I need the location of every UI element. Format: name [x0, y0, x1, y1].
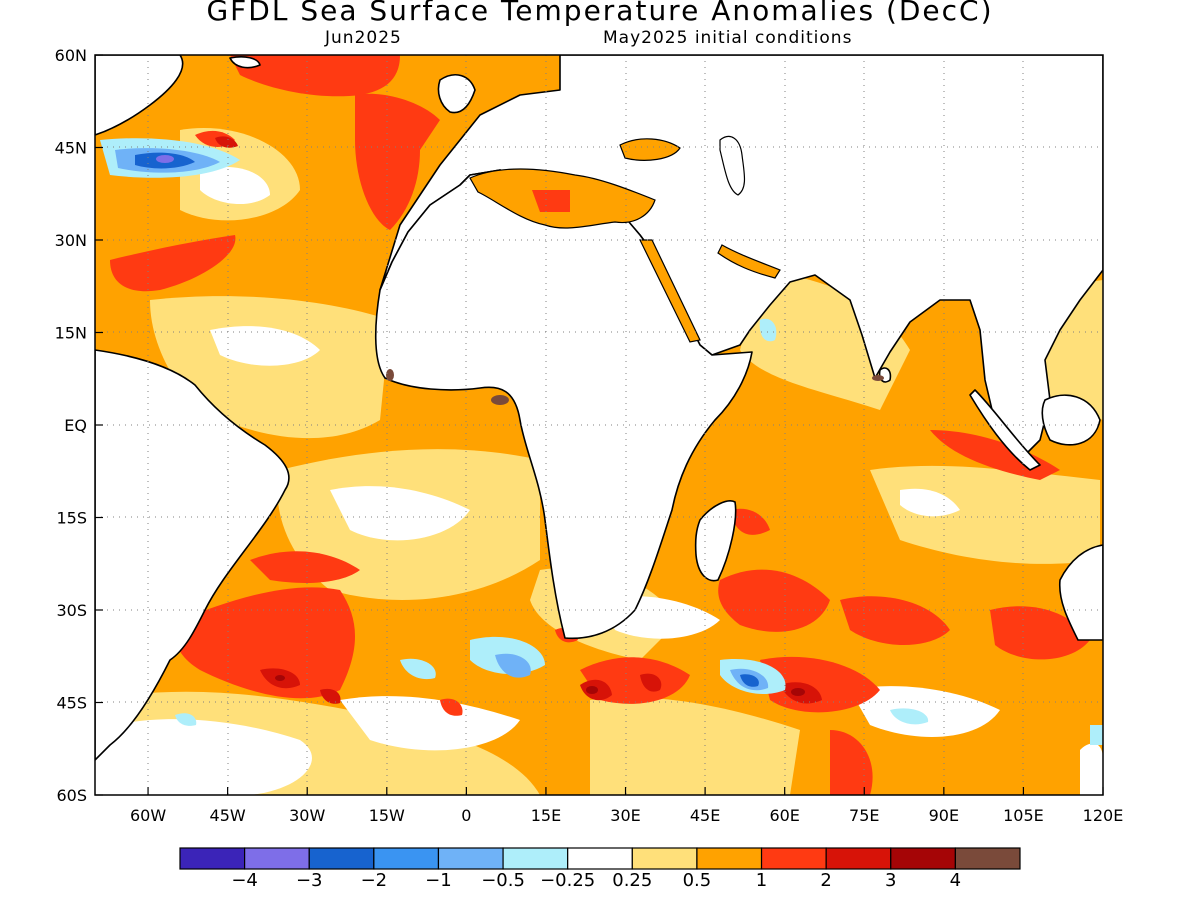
- colorbar-swatch: [567, 847, 633, 870]
- colorbar-label: 1: [755, 870, 768, 891]
- chart-title: GFDL Sea Surface Temperature Anomalies (…: [206, 0, 994, 27]
- colorbar-label: −0.5: [481, 870, 525, 891]
- y-axis-labels: 60N 45N 30N 15N EQ 15S 30S 45S 60S: [55, 46, 87, 805]
- madagascar: [694, 500, 737, 582]
- colorbar-label: −0.25: [540, 870, 596, 891]
- colorbar-swatch: [308, 847, 375, 870]
- x-tick-label: 120E: [1083, 806, 1124, 825]
- x-tick-label: 60E: [769, 806, 799, 825]
- colorbar-label: −3: [295, 870, 323, 891]
- x-tick-label: 15E: [531, 806, 561, 825]
- australia: [1058, 544, 1103, 641]
- colorbar-swatch: [696, 847, 763, 870]
- x-tick-label: 0: [461, 806, 471, 825]
- sumatra: [969, 389, 1041, 471]
- x-tick-label: 60W: [130, 806, 166, 825]
- caspian-sea: [719, 135, 746, 196]
- y-tick-label: 15N: [55, 324, 87, 343]
- x-axis-labels: 60W 45W 30W 15W 0 15E 30E 45E 60E 75E 90E 105E 120E: [130, 806, 1123, 825]
- subtitle-forecast-month: Jun2025: [325, 28, 402, 48]
- north-america: [95, 55, 184, 136]
- x-tick-label: 45E: [690, 806, 720, 825]
- y-tick-label: 45N: [55, 139, 87, 158]
- map-gridlines: [95, 55, 1103, 795]
- y-tick-label: 30N: [55, 231, 87, 250]
- colorbar-swatch: [179, 847, 246, 870]
- anomaly-3-4-regions: [275, 675, 805, 696]
- colorbar-swatch: [954, 847, 1021, 870]
- south-america: [95, 349, 290, 761]
- colorbar: [179, 847, 1021, 870]
- colorbar-label: 0.25: [612, 870, 653, 891]
- x-tick-label: 15W: [369, 806, 405, 825]
- colorbar-swatch: [825, 847, 892, 870]
- y-tick-label: 60N: [55, 46, 87, 65]
- y-tick-label: EQ: [64, 416, 87, 435]
- subtitle-initial-conditions: May2025 initial conditions: [603, 28, 853, 48]
- colorbar-swatch: [244, 847, 310, 870]
- colorbar-swatch: [437, 847, 504, 870]
- colorbar-label: 4: [949, 870, 962, 891]
- x-tick-label: 90E: [929, 806, 959, 825]
- colorbar-swatch: [373, 847, 440, 870]
- persian-gulf: [717, 244, 781, 279]
- colorbar-label: 3: [885, 870, 897, 891]
- axis-tick-marks: [95, 54, 1104, 796]
- y-tick-label: 30S: [56, 601, 87, 620]
- colorbar-label: −2: [360, 870, 388, 891]
- anomaly-field: [95, 55, 1103, 795]
- colorbar-label: −4: [231, 870, 258, 891]
- anomaly-1-2-regions: [110, 55, 1090, 795]
- x-tick-label: 30E: [610, 806, 640, 825]
- x-tick-label: 105E: [1003, 806, 1044, 825]
- x-tick-label: 75E: [849, 806, 879, 825]
- mediterranean-hot-spot: [532, 190, 570, 212]
- x-tick-label: 45W: [210, 806, 246, 825]
- x-tick-label: 30W: [289, 806, 325, 825]
- y-tick-label: 60S: [56, 786, 87, 805]
- colorbar-swatch: [502, 847, 569, 870]
- iceland: [229, 56, 261, 69]
- anomaly-neg2-neg3-regions: [156, 155, 174, 163]
- colorbar-label: 2: [820, 870, 832, 891]
- colorbar-swatch: [760, 847, 827, 870]
- borneo: [1041, 394, 1101, 446]
- black-sea: [619, 138, 681, 161]
- africa-south: [374, 169, 753, 640]
- y-tick-label: 45S: [56, 694, 87, 713]
- colorbar-swatch: [631, 847, 698, 870]
- colorbar-label: 0.5: [682, 870, 712, 891]
- colorbar-label: −1: [425, 870, 452, 891]
- y-tick-label: 15S: [56, 509, 87, 528]
- colorbar-swatch: [890, 847, 956, 870]
- anomaly-above-4-spots: [386, 369, 884, 405]
